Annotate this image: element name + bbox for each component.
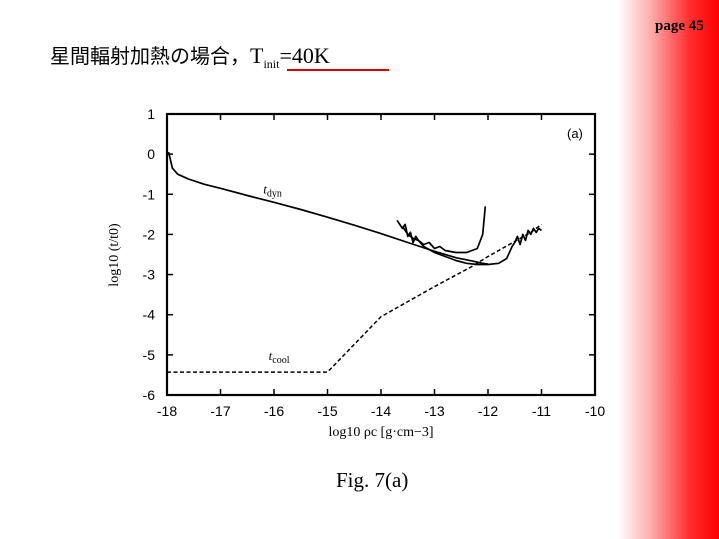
decorative-gradient-bar [618, 0, 719, 539]
title-text: 星間輻射加熱の場合， [50, 44, 250, 68]
x-tick-label: -15 [317, 403, 337, 419]
x-tick-label: -18 [157, 403, 177, 419]
page-number: page 45 [655, 18, 704, 34]
figure-caption: Fig. 7(a) [336, 468, 409, 492]
x-tick-label: -10 [585, 403, 605, 419]
title-subscript: init [263, 57, 280, 72]
title-value: =40K [279, 43, 330, 68]
y-axis-label: log10 (t/t0) [107, 223, 122, 287]
plot-frame [165, 112, 597, 397]
x-tick-label: -13 [424, 403, 444, 419]
y-tick-label: -6 [143, 387, 156, 403]
y-tick-label: 1 [147, 106, 155, 122]
y-tick-label: -3 [143, 267, 156, 283]
series-label-t-cool: tcool [269, 348, 290, 366]
title-symbol: T [250, 43, 264, 68]
x-tick-label: -17 [210, 403, 230, 419]
title-underline [287, 69, 389, 71]
x-tick-label: -12 [478, 403, 498, 419]
y-tick-label: -1 [143, 186, 156, 202]
y-tick-label: 0 [147, 146, 155, 162]
x-axis-label: log10 ρc [g·cm−3] [328, 425, 433, 440]
x-tick-label: -16 [264, 403, 284, 419]
series-line-lower [401, 225, 543, 266]
series-line-t-dyn [167, 151, 489, 265]
series-line-t-cool [167, 223, 542, 373]
x-tick-label: -11 [532, 403, 551, 419]
y-tick-label: -2 [143, 226, 156, 242]
y-tick-label: -4 [143, 307, 156, 323]
x-tick-label: -14 [371, 403, 391, 419]
series-line-upper [396, 206, 487, 254]
slide-title: 星間輻射加熱の場合，Tinit=40K [50, 40, 330, 72]
y-tick-label: -5 [143, 347, 156, 363]
series-label-t-dyn: tdyn [263, 181, 282, 199]
panel-label: (a) [567, 126, 583, 141]
